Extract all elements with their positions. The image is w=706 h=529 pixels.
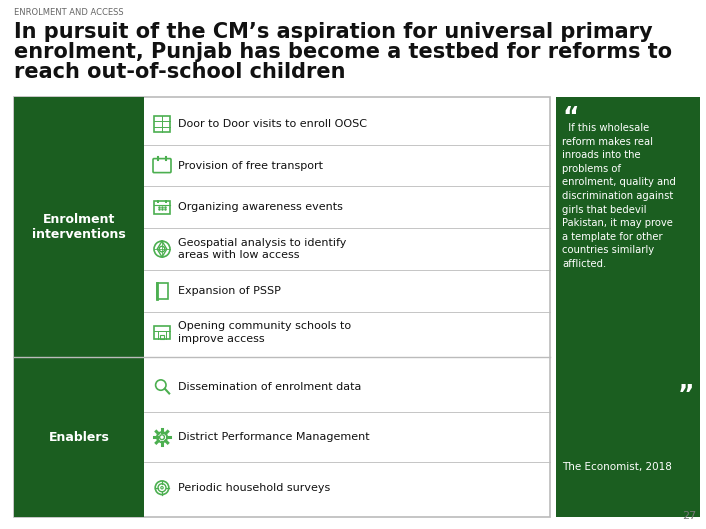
Text: Expansion of PSSP: Expansion of PSSP [178, 286, 281, 296]
Text: Enrolment
interventions: Enrolment interventions [32, 213, 126, 241]
Text: Organizing awareness events: Organizing awareness events [178, 202, 343, 212]
Bar [160, 334, 164, 339]
Bar [157, 283, 169, 299]
Text: Opening community schools to
improve access: Opening community schools to improve acc… [178, 321, 351, 344]
Bar [14, 358, 144, 517]
Text: The Economist, 2018: The Economist, 2018 [562, 462, 672, 472]
Text: Provision of free transport: Provision of free transport [178, 161, 323, 170]
Text: ENROLMENT AND ACCESS: ENROLMENT AND ACCESS [14, 8, 124, 17]
Text: Dissemination of enrolment data: Dissemination of enrolment data [178, 381, 361, 391]
Text: reach out-of-school children: reach out-of-school children [14, 62, 345, 82]
Text: If this wholesale
reform makes real
inroads into the
problems of
enrolment, qual: If this wholesale reform makes real inro… [562, 123, 676, 269]
Bar [154, 116, 170, 132]
Text: ”: ” [678, 383, 694, 407]
Bar [154, 326, 170, 339]
Text: In pursuit of the CM’s aspiration for universal primary: In pursuit of the CM’s aspiration for un… [14, 22, 652, 42]
Bar [14, 97, 550, 517]
Bar [556, 97, 700, 517]
Text: Periodic household surveys: Periodic household surveys [178, 483, 330, 492]
Text: Enablers: Enablers [49, 431, 109, 444]
Text: Geospatial analysis to identify
areas with low access: Geospatial analysis to identify areas wi… [178, 238, 347, 260]
Text: 27: 27 [682, 511, 696, 521]
Text: Door to Door visits to enroll OOSC: Door to Door visits to enroll OOSC [178, 119, 367, 129]
Bar [14, 97, 144, 358]
Text: “: “ [562, 105, 578, 129]
Text: District Performance Management: District Performance Management [178, 432, 370, 442]
Text: enrolment, Punjab has become a testbed for reforms to: enrolment, Punjab has become a testbed f… [14, 42, 672, 62]
Bar [154, 200, 170, 214]
